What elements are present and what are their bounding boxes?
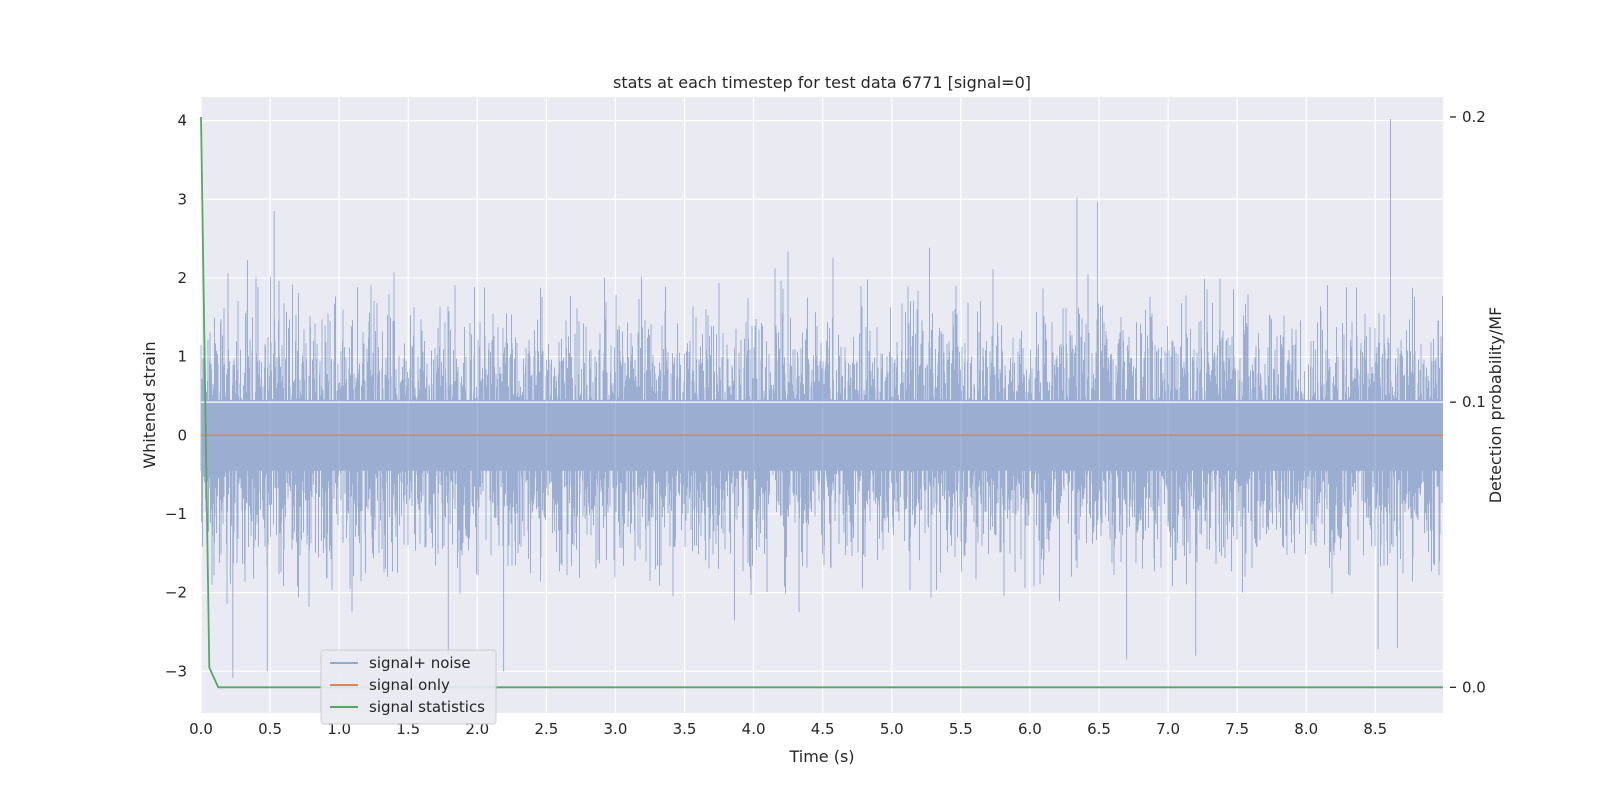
x-tick-label: 3.5 bbox=[673, 720, 697, 738]
x-tick-label: 8.0 bbox=[1294, 720, 1318, 738]
x-tick-label: 7.0 bbox=[1156, 720, 1180, 738]
series-layer bbox=[200, 116, 1443, 689]
x-tick-label: 2.5 bbox=[534, 720, 558, 738]
x-tick-label: 4.5 bbox=[811, 720, 835, 738]
legend: signal+ noise signal only signal statist… bbox=[320, 649, 497, 725]
series-signal-statistics bbox=[200, 116, 1443, 689]
x-axis-label: Time (s) bbox=[788, 747, 854, 766]
x-tick-label: 6.5 bbox=[1087, 720, 1111, 738]
legend-label-signal-only: signal only bbox=[369, 676, 450, 694]
x-tick-label: 0.0 bbox=[189, 720, 213, 738]
x-tick-label: 5.0 bbox=[880, 720, 904, 738]
y-axis-label: Whitened strain bbox=[140, 341, 159, 468]
legend-label-signal-noise: signal+ noise bbox=[369, 654, 471, 672]
x-tick-label: 8.5 bbox=[1363, 720, 1387, 738]
y-tick-label: −2 bbox=[165, 584, 187, 602]
x-tick-label: 0.5 bbox=[258, 720, 282, 738]
y-tick-label: 4 bbox=[177, 112, 187, 130]
y-tick-label: −1 bbox=[165, 505, 187, 523]
x-tick-label: 7.5 bbox=[1225, 720, 1249, 738]
chart-title: stats at each timestep for test data 677… bbox=[613, 73, 1031, 92]
y-axis-ticks: 4 3 2 1 0 −1 −2 −3 bbox=[165, 112, 187, 681]
x-tick-label: 3.0 bbox=[604, 720, 628, 738]
x-tick-label: 6.0 bbox=[1018, 720, 1042, 738]
y-tick-label: 1 bbox=[177, 348, 187, 366]
x-tick-label: 4.0 bbox=[742, 720, 766, 738]
y2-tick-label: 0.1 bbox=[1462, 393, 1486, 411]
y2-tick-label: 0.2 bbox=[1462, 108, 1486, 126]
y-tick-label: 2 bbox=[177, 269, 187, 287]
y2-axis-label: Detection probability/MF bbox=[1486, 307, 1505, 504]
legend-label-signal-statistics: signal statistics bbox=[369, 698, 485, 716]
y-tick-label: 3 bbox=[177, 190, 187, 208]
y-tick-label: 0 bbox=[177, 426, 187, 444]
y2-axis-ticks: 0.2 0.1 0.0 bbox=[1450, 108, 1486, 696]
legend-box bbox=[320, 649, 497, 725]
x-tick-label: 5.5 bbox=[949, 720, 973, 738]
y2-tick-label: 0.0 bbox=[1462, 678, 1486, 696]
y-tick-label: −3 bbox=[165, 662, 187, 680]
